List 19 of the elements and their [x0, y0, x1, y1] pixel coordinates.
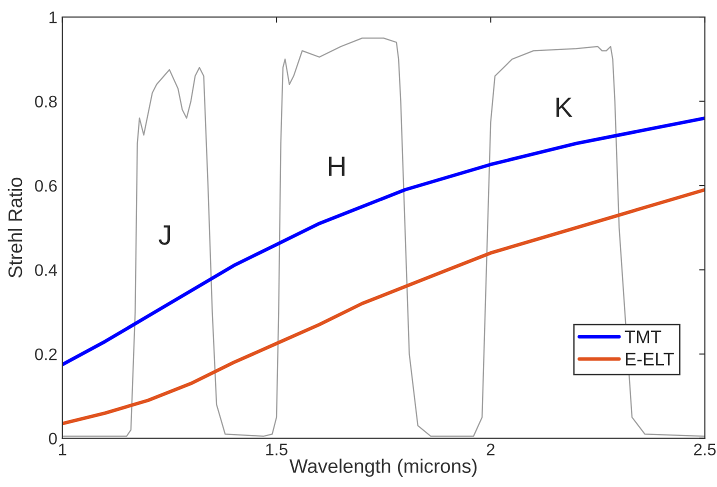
- x-tick-label: 1: [59, 444, 66, 456]
- annotation: J: [158, 225, 170, 245]
- legend-label: E-ELT: [626, 352, 674, 366]
- y-tick-label: 0.8: [35, 96, 57, 108]
- y-axis-title: Strehl Ratio: [8, 178, 22, 278]
- line-series: [62, 116, 705, 366]
- x-tick-label: 1.5: [266, 444, 288, 456]
- y-tick-label: 0: [48, 432, 57, 445]
- y-tick-label: 0.2: [35, 348, 57, 360]
- y-tick-label: 0.4: [35, 264, 58, 276]
- annotation: K: [556, 98, 572, 117]
- y-tick-label: 1: [50, 12, 57, 24]
- x-tick-label: 2.5: [694, 444, 716, 456]
- line-series: [62, 188, 705, 426]
- legend-label: TMT: [624, 330, 662, 344]
- annotation: H: [328, 156, 344, 176]
- x-axis-title: Wavelength (microns): [290, 458, 477, 477]
- y-tick-label: 0.6: [35, 180, 57, 192]
- x-tick-label: 2: [486, 444, 494, 456]
